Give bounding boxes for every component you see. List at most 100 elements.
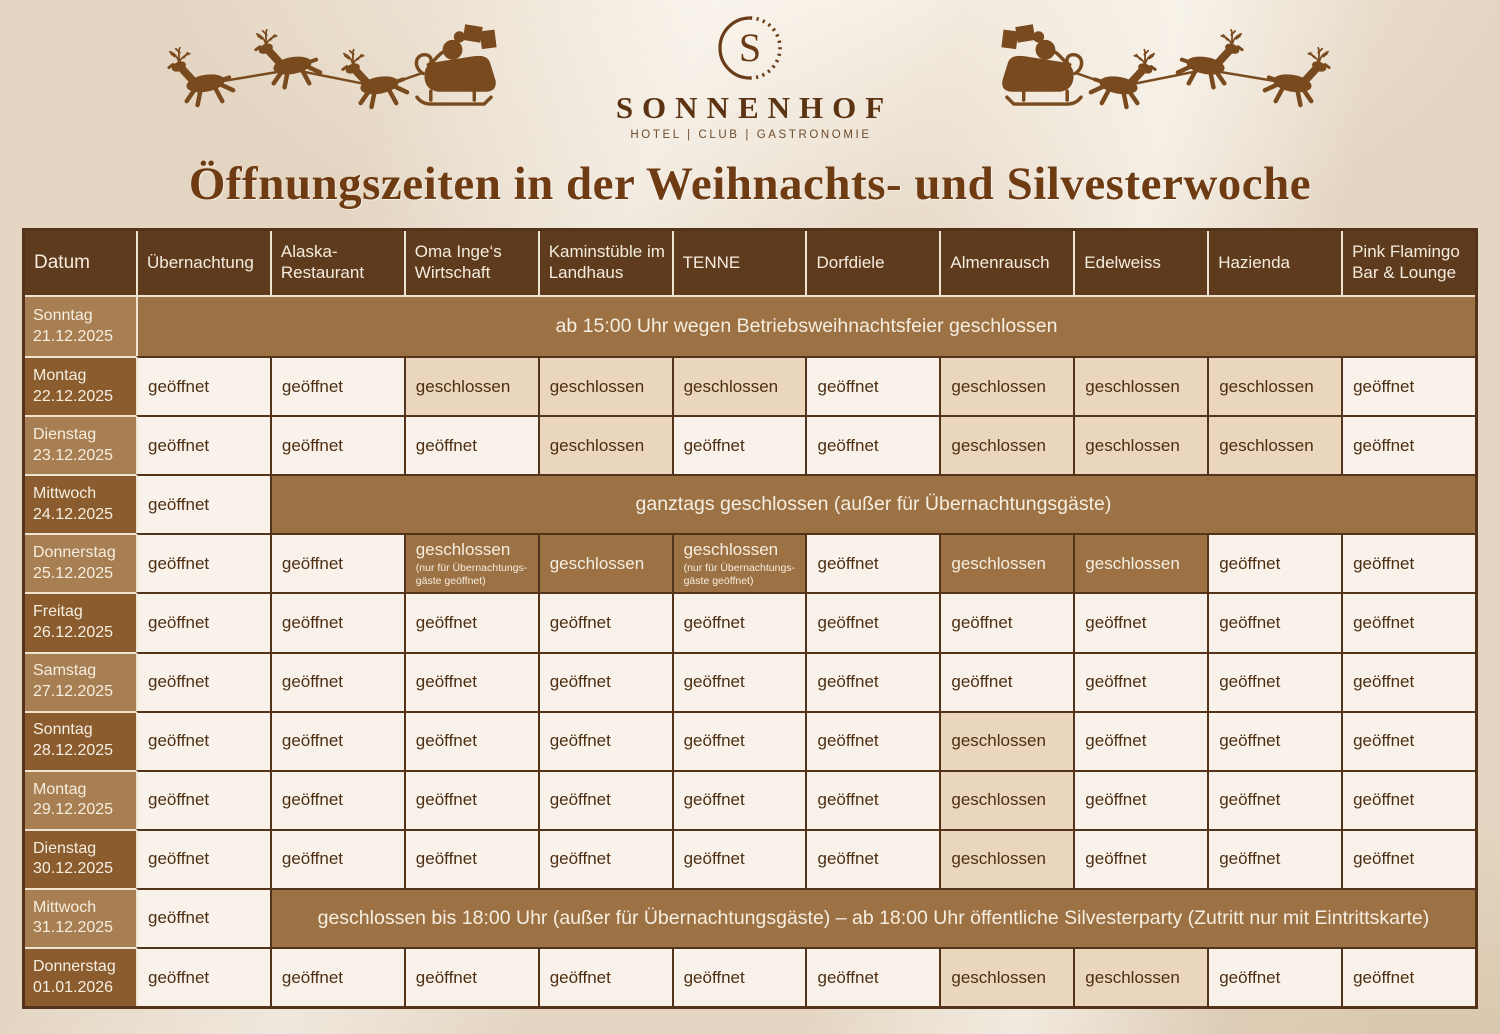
status-cell: geöffnet (1341, 415, 1475, 475)
status-cell: geöffnet (1073, 828, 1208, 888)
status-cell: geschlossen (939, 828, 1074, 888)
status-cell: geschlossen (nur für Übernachtungs-gäste … (403, 533, 538, 593)
status-cell: geschlossen (1207, 356, 1342, 416)
logo-tagline: HOTEL | CLUB | GASTRONOMIE (630, 129, 872, 141)
status-cell: geöffnet (1341, 710, 1475, 770)
status-cell: geöffnet (537, 947, 672, 1007)
status-cell: geschlossen (671, 356, 806, 416)
status-cell: geöffnet (1341, 828, 1475, 888)
date-cell: Dienstag 23.12.2025 (25, 415, 136, 475)
logo-name: SONNENHOF (615, 90, 894, 125)
column-header-datum: Datum (25, 231, 136, 297)
santa-sleigh-right-illustration (1000, 12, 1336, 126)
status-cell: geschlossen (537, 356, 672, 416)
status-cell: geöffnet (269, 947, 404, 1007)
status-cell: geschlossen (939, 533, 1074, 593)
status-cell: geöffnet (1073, 710, 1208, 770)
santa-sleigh-left-illustration (162, 12, 498, 126)
status-cell: geöffnet (1207, 592, 1342, 652)
status-cell: geöffnet (136, 474, 270, 534)
status-cell: geöffnet (136, 356, 270, 416)
status-cell: geschlossen (939, 415, 1074, 475)
status-cell: geöffnet (1341, 592, 1475, 652)
status-cell: geöffnet (671, 415, 806, 475)
status-cell: geöffnet (537, 592, 672, 652)
status-cell: geöffnet (805, 828, 940, 888)
status-cell: geöffnet (136, 828, 270, 888)
santa-sleigh-icon (162, 12, 498, 126)
column-header: Pink Flamingo Bar & Lounge (1341, 231, 1475, 297)
status-cell: geöffnet (1207, 710, 1342, 770)
status-cell: geöffnet (805, 533, 940, 593)
status-cell: geschlossen (1073, 947, 1208, 1007)
status-cell: geöffnet (1207, 533, 1342, 593)
status-cell: geschlossen (939, 710, 1074, 770)
status-cell: geöffnet (1073, 592, 1208, 652)
status-cell: geöffnet (537, 828, 672, 888)
status-cell: geschlossen (537, 415, 672, 475)
date-cell: Mittwoch 31.12.2025 (25, 887, 136, 948)
status-cell: geöffnet (671, 828, 806, 888)
status-cell: geöffnet (537, 769, 672, 829)
logo: S SONNENHOF HOTEL | CLUB | GASTRONOMIE (540, 0, 960, 141)
status-cell: geöffnet (939, 592, 1074, 652)
logo-monogram-icon: S (718, 16, 782, 80)
status-cell: geöffnet (269, 356, 404, 416)
status-cell: geöffnet (671, 947, 806, 1007)
status-cell: geöffnet (1341, 947, 1475, 1007)
status-cell: geöffnet (805, 769, 940, 829)
status-cell: geöffnet (403, 651, 538, 711)
status-cell: geöffnet (805, 651, 940, 711)
status-cell: geschlossen (1073, 415, 1208, 475)
status-cell: geöffnet (136, 415, 270, 475)
status-cell: geschlossen (403, 356, 538, 416)
date-cell: Donnerstag 01.01.2026 (25, 947, 136, 1007)
status-cell: geschlossen (537, 533, 672, 593)
status-cell: geöffnet (136, 947, 270, 1007)
status-cell: geöffnet (805, 415, 940, 475)
status-cell: geöffnet (939, 651, 1074, 711)
status-cell: geöffnet (1341, 769, 1475, 829)
status-cell: geöffnet (671, 592, 806, 652)
date-cell: Sonntag 21.12.2025 (25, 297, 136, 357)
status-cell: geöffnet (1341, 651, 1475, 711)
merged-notice: ganztags geschlossen (außer für Übernach… (269, 474, 1475, 534)
status-cell: geöffnet (269, 592, 404, 652)
date-cell: Montag 22.12.2025 (25, 356, 136, 416)
date-cell: Freitag 26.12.2025 (25, 592, 136, 652)
status-cell: geöffnet (136, 533, 270, 593)
status-cell: geöffnet (1207, 828, 1342, 888)
status-cell: geöffnet (403, 415, 538, 475)
santa-sleigh-icon (1000, 12, 1336, 126)
status-cell: geöffnet (805, 592, 940, 652)
status-cell: geöffnet (1207, 769, 1342, 829)
status-cell: geöffnet (805, 710, 940, 770)
status-cell: geöffnet (403, 710, 538, 770)
status-cell: geschlossen (939, 769, 1074, 829)
status-cell: geschlossen (1073, 533, 1208, 593)
status-cell: geöffnet (403, 769, 538, 829)
status-cell: geschlossen (1073, 356, 1208, 416)
column-header: Kaminstüble im Landhaus (537, 231, 672, 297)
status-cell: geöffnet (403, 592, 538, 652)
status-cell: geöffnet (671, 769, 806, 829)
status-cell: geöffnet (269, 710, 404, 770)
status-cell: geschlossen (1207, 415, 1342, 475)
status-cell: geöffnet (537, 710, 672, 770)
status-cell: geöffnet (1073, 769, 1208, 829)
status-cell: geöffnet (136, 887, 270, 948)
status-cell: geöffnet (537, 651, 672, 711)
date-cell: Montag 29.12.2025 (25, 769, 136, 829)
page-title: Öffnungszeiten in der Weihnachts- und Si… (188, 158, 1312, 210)
status-cell: geöffnet (805, 947, 940, 1007)
status-cell: geöffnet (1341, 356, 1475, 416)
status-cell: geschlossen (nur für Übernachtungs-gäste … (671, 533, 806, 593)
status-cell: geöffnet (269, 415, 404, 475)
date-cell: Sonntag 28.12.2025 (25, 710, 136, 770)
column-header: Hazienda (1207, 231, 1342, 297)
status-cell: geöffnet (269, 769, 404, 829)
column-header: Oma Inge‘s Wirtschaft (403, 231, 538, 297)
status-cell: geöffnet (403, 828, 538, 888)
column-header: Almenrausch (939, 231, 1074, 297)
date-cell: Mittwoch 24.12.2025 (25, 474, 136, 534)
